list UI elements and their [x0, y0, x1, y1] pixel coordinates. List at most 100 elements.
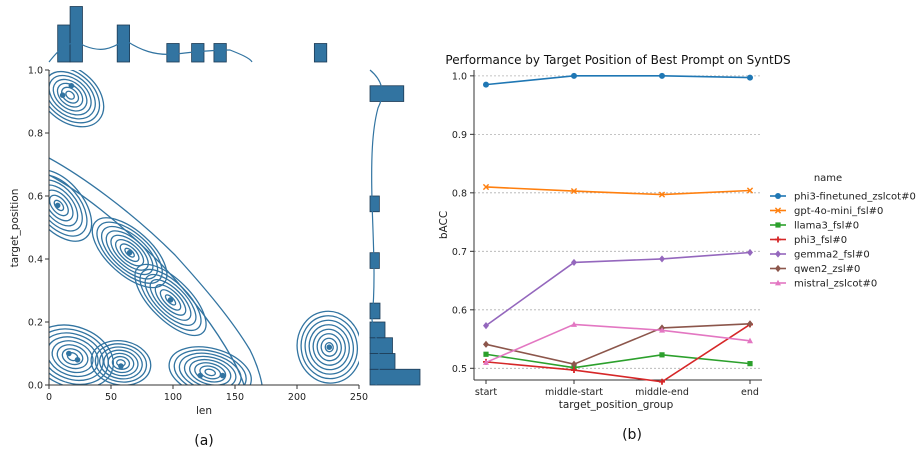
right-hist-bar — [369, 252, 380, 269]
kde-contour-line — [168, 346, 252, 385]
kde-contour-line — [154, 284, 187, 316]
right-hist-bar — [369, 337, 393, 354]
x-tick-label: middle-start — [545, 387, 603, 398]
kde-contour-line — [49, 157, 263, 385]
data-point — [747, 248, 753, 257]
legend: name phi3-finetuned_zslcot#0 gpt-4o-mini_… — [770, 173, 916, 290]
data-point — [483, 340, 489, 348]
y-tick-label: 0.8 — [452, 188, 467, 199]
x-axis-label: target_position_group — [559, 399, 674, 411]
data-point — [571, 72, 577, 79]
x-tick-label: 0 — [46, 392, 52, 403]
data-point — [483, 351, 489, 357]
data-point — [571, 321, 577, 327]
data-point — [747, 361, 753, 367]
top-hist-bar — [166, 43, 180, 63]
kde-contour-line — [94, 343, 148, 383]
scatter-points — [54, 82, 333, 379]
scatter-point — [54, 202, 61, 209]
legend-label: phi3_fsl#0 — [794, 235, 847, 246]
series-llama3_fsl#0 — [483, 351, 753, 371]
y-ticks: 0.0 0.2 0.4 0.6 0.8 1.0 — [28, 66, 49, 392]
top-hist-bar — [213, 43, 227, 63]
data-point — [570, 187, 578, 195]
kde-contour-line — [91, 217, 168, 289]
series-lines — [482, 72, 754, 385]
y-tick-label: 0.4 — [28, 255, 43, 266]
scatter-point — [118, 363, 124, 369]
kde-contour-line — [61, 86, 80, 104]
kde-contour-line — [101, 225, 159, 280]
scatter-point — [197, 372, 204, 379]
kde-contour-line — [178, 352, 242, 385]
data-point — [659, 72, 665, 79]
kde-contour-line — [304, 319, 354, 375]
data-point — [747, 320, 753, 328]
kde-contour-line — [49, 189, 74, 222]
kde-contour-line — [173, 349, 247, 385]
kde-contour-line — [49, 332, 104, 382]
data-point — [746, 187, 754, 194]
scatter-point — [126, 249, 133, 256]
panel-b-caption: (b) — [622, 427, 642, 443]
right-hist-bar — [369, 195, 380, 213]
kde-contour-line — [52, 78, 88, 112]
series-gemma2_fsl#0 — [483, 248, 753, 330]
kde-contour-line — [49, 174, 245, 385]
y-tick-label: 0.5 — [452, 364, 467, 375]
series-line — [485, 75, 751, 86]
kde-contour-line — [56, 344, 89, 370]
legend-entry: mistral_zslcot#0 — [770, 279, 877, 290]
y-ticks: 0.5 0.6 0.7 0.8 0.9 1.0 — [452, 71, 474, 375]
series-qwen2_zsl#0 — [483, 320, 753, 368]
legend-marker — [775, 264, 781, 273]
right-hist-bar — [369, 85, 405, 102]
chart-title: Performance by Target Position of Best P… — [445, 53, 790, 67]
scatter-point — [167, 297, 174, 303]
kde-contour-line — [312, 328, 346, 366]
kde-contour-line — [107, 352, 135, 374]
series-line — [485, 323, 751, 366]
data-point — [483, 359, 489, 365]
x-ticks: start middle-start middle-end end — [475, 380, 759, 398]
legend-entry: llama3_fsl#0 — [770, 221, 859, 232]
right-hist-bar — [369, 353, 396, 370]
series-line — [485, 353, 751, 369]
legend-label: gemma2_fsl#0 — [794, 250, 870, 261]
right-hist-bar — [369, 321, 386, 339]
scatter-point — [219, 372, 226, 379]
right-hist-bar — [369, 302, 381, 320]
kde-contour-line — [110, 234, 149, 271]
scatter-point — [68, 82, 75, 89]
legend-marker — [775, 222, 781, 228]
kde-contour-line — [144, 273, 197, 326]
legend-entry: gemma2_fsl#0 — [770, 250, 870, 261]
legend-marker — [774, 207, 782, 214]
kde-contour-line — [119, 243, 140, 263]
data-point — [659, 378, 665, 385]
kde-main-axes: 0 50 100 150 200 250 0.0 0.2 0.4 0.6 0.8 1.0 len t… — [9, 66, 368, 418]
panel-a-caption: (a) — [194, 433, 214, 449]
legend-marker — [775, 279, 781, 286]
kde-contour-line — [134, 263, 207, 337]
kde-contour-line — [183, 355, 237, 385]
x-tick-label: middle-end — [635, 387, 689, 398]
y-tick-label: 0.7 — [452, 247, 467, 258]
series-line — [485, 251, 751, 327]
right-marginal-histogram — [369, 69, 421, 386]
kde-contour-line — [300, 315, 359, 380]
kde-contour-line — [49, 169, 93, 242]
kde-contour-line — [65, 90, 75, 100]
series-gpt-4o-mini_fsl#0 — [482, 183, 754, 198]
data-point — [659, 352, 665, 358]
legend-label: phi3-finetuned_zslcot#0 — [794, 192, 916, 203]
kde-contour-line — [159, 289, 182, 311]
x-tick-label: 100 — [164, 392, 182, 403]
x-ticks: 0 50 100 150 200 250 — [46, 385, 368, 403]
legend-label: qwen2_zsl#0 — [794, 264, 860, 275]
data-point — [659, 327, 665, 333]
kde-contour-line — [316, 333, 342, 362]
data-point — [483, 322, 489, 330]
legend-marker — [775, 236, 781, 243]
kde-contour-line — [61, 348, 84, 366]
